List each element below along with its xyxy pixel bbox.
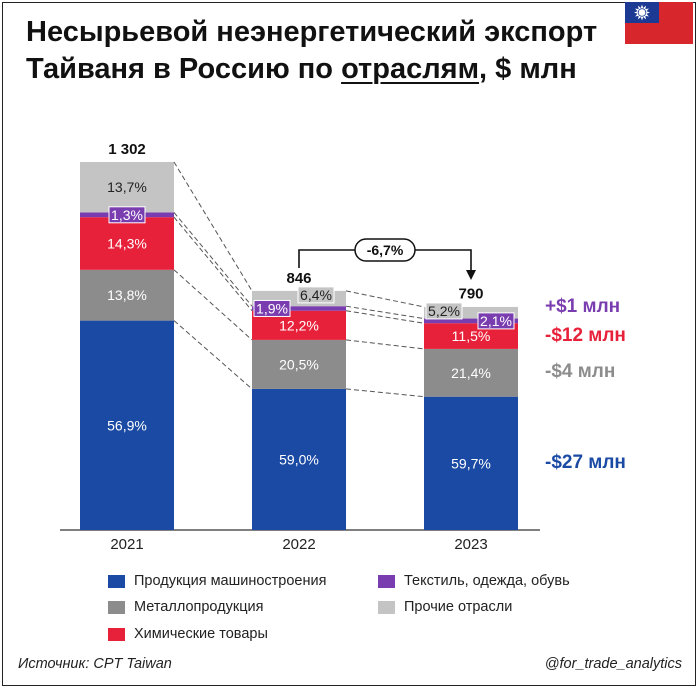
segment-label-machinery-2021: 56,9% — [107, 417, 147, 433]
segment-label-other-2021: 13,7% — [107, 179, 147, 195]
connector-line — [345, 310, 425, 324]
segment-label-textile-2022: 1,9% — [256, 300, 288, 316]
segment-label-machinery-2023: 59,7% — [451, 455, 491, 471]
legend-label-textile: Текстиль, одежда, обувь — [404, 573, 570, 589]
total-label-2021: 1 302 — [108, 141, 146, 158]
change-label-chemical: -$12 млн — [545, 325, 626, 346]
total-label-2022: 846 — [286, 270, 311, 287]
change-percent-label: -6,7% — [367, 242, 404, 258]
category-label-2021: 2021 — [110, 536, 143, 553]
bar-machinery-2021 — [80, 320, 174, 530]
segment-label-box-other-2023 — [425, 302, 463, 320]
segment-label-chemical-2022: 12,2% — [279, 317, 319, 333]
change-arrow-icon — [466, 270, 476, 280]
bar-other-2021 — [80, 162, 174, 213]
change-label-textile: +$1 млн — [545, 296, 620, 317]
legend-swatch-chemical — [108, 627, 125, 641]
segment-label-other-2023: 5,2% — [428, 303, 460, 319]
legend-item-textile: Текстиль, одежда, обувь — [378, 573, 570, 589]
segment-label-metal-2022: 20,5% — [279, 356, 319, 372]
legend-swatch-machinery — [108, 574, 125, 588]
chart-title: Несырьевой неэнергетический экспорт Тайв… — [26, 16, 598, 85]
connector-line — [345, 290, 425, 308]
segment-label-textile-2021: 1,3% — [111, 207, 143, 223]
legend-item-machinery: Продукция машиностроения — [108, 573, 326, 589]
category-label-2023: 2023 — [454, 536, 487, 553]
connector-line — [345, 388, 425, 398]
legend-swatch-textile — [378, 574, 395, 588]
legend-label-metal: Металлопродукция — [134, 599, 264, 615]
bar-machinery-2023 — [424, 396, 518, 530]
legend-label-chemical: Химические товары — [134, 626, 268, 642]
change-pill — [354, 238, 416, 262]
title-underlined-word: отраслям — [341, 53, 480, 85]
connector-line — [173, 212, 253, 307]
legend-item-chemical: Химические товары — [108, 626, 268, 642]
change-label-metal: -$4 млн — [545, 361, 615, 382]
legend-item-other: Прочие отрасли — [378, 599, 512, 615]
segment-label-metal-2021: 13,8% — [107, 287, 147, 303]
segment-label-box-textile-2023 — [477, 312, 515, 330]
source-note: Источник: CPT Taiwan — [18, 656, 172, 672]
category-label-2022: 2022 — [282, 536, 315, 553]
connector-line — [345, 339, 425, 350]
legend-swatch-other — [378, 600, 395, 614]
bar-textile-2022 — [252, 306, 346, 311]
bar-metal-2021 — [80, 269, 174, 321]
change-label-machinery: -$27 млн — [545, 452, 626, 473]
legend-label-other: Прочие отрасли — [404, 599, 513, 615]
legend-item-metal: Металлопродукция — [108, 599, 264, 615]
segment-label-box-other-2022 — [297, 286, 335, 304]
segment-label-textile-2023: 2,1% — [480, 313, 512, 329]
connector-line — [173, 216, 253, 312]
segment-label-chemical-2021: 14,3% — [107, 236, 147, 252]
segment-label-box-textile-2021 — [108, 206, 146, 224]
bar-metal-2023 — [424, 348, 518, 397]
bar-textile-2023 — [424, 318, 518, 324]
bar-metal-2022 — [252, 339, 346, 389]
taiwan-flag-icon — [625, 2, 693, 44]
bar-machinery-2022 — [252, 388, 346, 530]
segment-label-box-textile-2022 — [253, 299, 291, 317]
author-handle: @for_trade_analytics — [544, 656, 682, 672]
connector-line — [173, 269, 253, 341]
segment-label-metal-2023: 21,4% — [451, 365, 491, 381]
legend-swatch-metal — [108, 600, 125, 614]
bar-chemical-2021 — [80, 217, 174, 270]
connector-line — [345, 305, 425, 320]
bar-other-2023 — [424, 306, 518, 319]
segment-label-machinery-2022: 59,0% — [279, 451, 319, 467]
legend-label-machinery: Продукция машиностроения — [134, 573, 327, 589]
connector-line — [173, 320, 253, 390]
segment-label-other-2022: 6,4% — [300, 287, 332, 303]
segment-label-chemical-2023: 11,5% — [452, 328, 491, 344]
connector-line — [173, 161, 253, 292]
total-label-2023: 790 — [458, 286, 483, 303]
